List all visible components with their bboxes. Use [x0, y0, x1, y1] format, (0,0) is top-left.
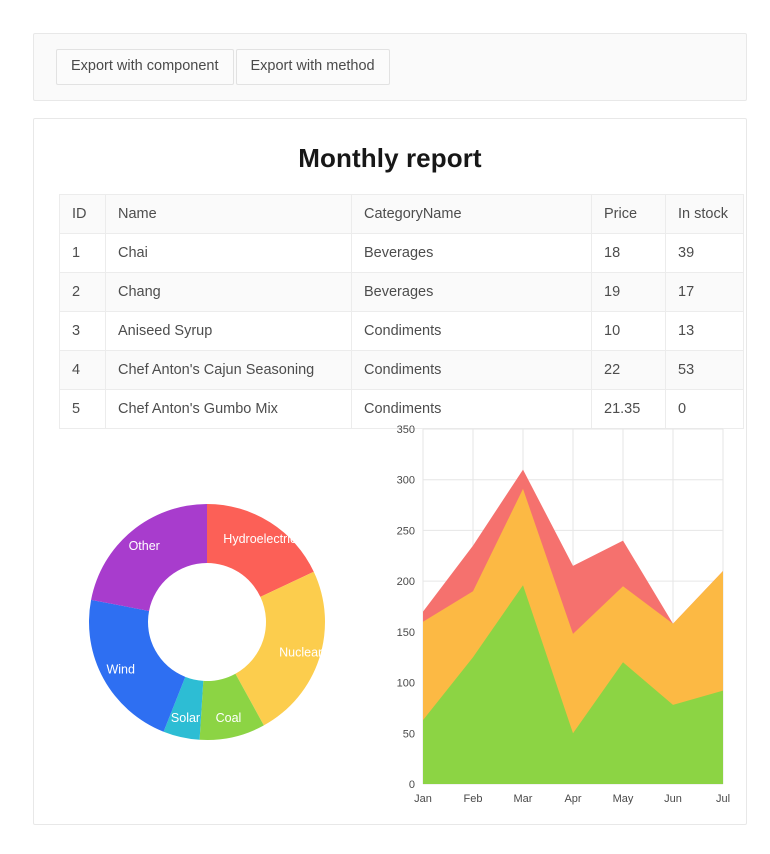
charts-row: Hydroelectric Nuclear Coal Solar Wind Other 0… [34, 419, 746, 819]
x-axis-tick-label: Feb [464, 793, 483, 805]
x-axis-tick-label: Mar [514, 793, 533, 805]
cell-price: 22 [591, 350, 666, 390]
x-axis-tick-label: Jun [664, 793, 682, 805]
cell-price: 10 [591, 311, 666, 351]
monthly-stacked-area-chart: 0 50 100 150 200 250 300 350 Jan Feb Mar Apr May Jun J… [397, 424, 730, 805]
cell-category: Beverages [351, 272, 592, 312]
column-header-name: Name [105, 194, 352, 234]
export-button-group: Export with component Export with method [56, 48, 390, 86]
cell-stock: 13 [665, 311, 744, 351]
x-axis-tick-label: Jan [414, 793, 432, 805]
cell-stock: 0 [665, 389, 744, 429]
cell-stock: 17 [665, 272, 744, 312]
cell-category: Condiments [351, 311, 592, 351]
cell-id: 3 [59, 311, 106, 351]
report-table: ID Name CategoryName Price In stock 1 Ch… [59, 194, 744, 429]
cell-category: Condiments [351, 350, 592, 390]
cell-name: Aniseed Syrup [105, 311, 352, 351]
x-axis-tick-label: Jul [716, 793, 730, 805]
page-title: Monthly report [298, 143, 482, 173]
column-header-id: ID [59, 194, 106, 234]
donut-slice-label-wind: Wind [106, 662, 135, 676]
monthly-report-card: Monthly report ID Name CategoryName Pric… [33, 118, 747, 825]
table-row: 5 Chef Anton's Gumbo Mix Condiments 21.3… [59, 389, 744, 429]
donut-slice-solar[interactable] [163, 676, 203, 740]
table-head: ID Name CategoryName Price In stock [59, 194, 744, 234]
y-axis-tick-label: 0 [409, 779, 415, 791]
donut-slice-wind[interactable] [88, 599, 185, 732]
cell-name: Chai [105, 233, 352, 273]
donut-slice-other[interactable] [90, 504, 207, 611]
table-header-row: ID Name CategoryName Price In stock [59, 194, 744, 234]
donut-slice-hydroelectric[interactable] [206, 504, 314, 597]
report-table-wrapper: ID Name CategoryName Price In stock 1 Ch… [34, 194, 746, 429]
table-row: 3 Aniseed Syrup Condiments 10 13 [59, 311, 744, 351]
energy-donut-chart: Hydroelectric Nuclear Coal Solar Wind Other [88, 504, 325, 740]
export-toolbar: Export with component Export with method [33, 33, 747, 101]
cell-price: 21.35 [591, 389, 666, 429]
x-axis-tick-label: Apr [564, 793, 581, 805]
y-axis-tick-label: 50 [403, 728, 415, 740]
cell-id: 1 [59, 233, 106, 273]
donut-slice-coal[interactable] [199, 673, 264, 740]
table-row: 4 Chef Anton's Cajun Seasoning Condiment… [59, 350, 744, 390]
cell-id: 5 [59, 389, 106, 429]
table-row: 1 Chai Beverages 18 39 [59, 233, 744, 273]
donut-slice-nuclear[interactable] [234, 571, 325, 726]
cell-id: 4 [59, 350, 106, 390]
y-axis-tick-label: 200 [397, 576, 415, 588]
donut-slice-label-hydroelectric: Hydroelectric [223, 532, 296, 546]
donut-slice-label-other: Other [128, 539, 159, 553]
cell-id: 2 [59, 272, 106, 312]
cell-name: Chang [105, 272, 352, 312]
cell-price: 19 [591, 272, 666, 312]
export-with-component-button[interactable]: Export with component [56, 48, 234, 86]
donut-slice-label-solar: Solar [170, 711, 199, 725]
cell-category: Beverages [351, 233, 592, 273]
y-axis-tick-label: 250 [397, 525, 415, 537]
area-chart-pane: 0 50 100 150 200 250 300 350 Jan Feb Mar Apr May Jun J… [379, 419, 746, 819]
area-series-1[interactable] [423, 585, 723, 784]
cell-stock: 53 [665, 350, 744, 390]
x-axis-tick-label: May [613, 793, 634, 805]
cell-name: Chef Anton's Cajun Seasoning [105, 350, 352, 390]
y-axis-tick-label: 100 [397, 678, 415, 690]
column-header-categoryname: CategoryName [351, 194, 592, 234]
table-row: 2 Chang Beverages 19 17 [59, 272, 744, 312]
table-body: 1 Chai Beverages 18 39 2 Chang Beverages… [59, 233, 744, 429]
donut-chart-pane: Hydroelectric Nuclear Coal Solar Wind Other [34, 419, 379, 819]
export-with-method-button[interactable]: Export with method [235, 48, 390, 86]
cell-price: 18 [591, 233, 666, 273]
y-axis-tick-label: 350 [397, 424, 415, 436]
column-header-in-stock: In stock [665, 194, 744, 234]
y-axis-tick-label: 150 [397, 627, 415, 639]
column-header-price: Price [591, 194, 666, 234]
cell-stock: 39 [665, 233, 744, 273]
y-axis-tick-label: 300 [397, 475, 415, 487]
donut-slice-label-coal: Coal [215, 711, 241, 725]
donut-slice-label-nuclear: Nuclear [279, 645, 322, 659]
